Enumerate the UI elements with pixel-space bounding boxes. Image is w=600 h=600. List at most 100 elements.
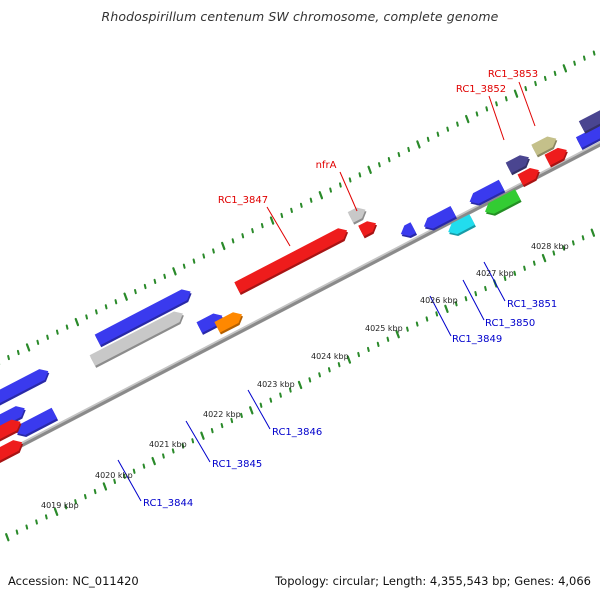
upper-tick [485, 106, 489, 112]
callout-leader-line [185, 420, 211, 463]
gene-right-purple[interactable] [578, 110, 600, 134]
gene-left-red-lower[interactable] [0, 440, 24, 471]
gene-rc1-3849-body [400, 222, 416, 237]
lower-tick [181, 443, 185, 449]
gene-left-red-upper-body [0, 419, 21, 440]
gene-rc1-3852-body [505, 155, 529, 174]
lower-tick [279, 392, 282, 398]
gene-right-blue[interactable] [575, 121, 600, 150]
gene-right-purple-body [578, 110, 600, 132]
gene-nfra-red-body [358, 221, 376, 237]
upper-tick [74, 317, 80, 327]
lower-tick [435, 311, 439, 317]
callout[interactable]: RC1_3849 [429, 295, 502, 345]
lower-tick [171, 448, 175, 454]
gene-rc1-3850-body [448, 214, 475, 235]
upper-tick [25, 343, 31, 352]
upper-tick [378, 162, 381, 168]
lower-tick [259, 402, 263, 408]
lower-tick [132, 468, 136, 474]
upper-tick [221, 241, 226, 251]
callout[interactable]: RC1_3846 [247, 389, 322, 438]
upper-tick [280, 212, 284, 219]
upper-tick [16, 349, 20, 356]
gene-rc1-3849-b[interactable] [423, 206, 458, 231]
callout[interactable]: RC1_3844 [117, 459, 193, 509]
gene-left-blue-lower[interactable] [0, 369, 50, 425]
upper-tick [104, 304, 108, 310]
callout-label: RC1_3850 [485, 318, 535, 329]
callout[interactable]: RC1_3852 [456, 84, 506, 141]
gene-nfra-grey[interactable] [347, 207, 367, 225]
gene-rc1-3846-blue[interactable] [196, 313, 224, 335]
upper-tick [85, 314, 89, 320]
gene-nfra-red[interactable] [358, 221, 378, 239]
gene-left-blue-lower-body [0, 369, 49, 404]
upper-tick [318, 191, 324, 200]
upper-tick [163, 273, 167, 279]
gene-rc1-3846-orange[interactable] [214, 312, 244, 335]
lower-tick [210, 428, 214, 434]
callout-label: RC1_3853 [488, 69, 538, 80]
gene-left-red-upper[interactable] [0, 419, 22, 454]
callout[interactable]: RC1_3847 [218, 195, 291, 247]
gene-right-blue-body [575, 124, 600, 148]
kbp-tick-label: 4028 kbp [531, 242, 569, 251]
callout[interactable]: RC1_3850 [462, 279, 535, 329]
lower-tick [308, 377, 312, 383]
kbp-tick-label: 4023 kbp [257, 380, 295, 389]
lower-tick [337, 362, 341, 368]
lower-tick [15, 529, 19, 535]
upper-tick [573, 60, 576, 66]
lower-tick [142, 463, 146, 469]
callout[interactable]: RC1_3853 [488, 69, 538, 127]
callout-label: RC1_3845 [212, 459, 262, 470]
gene-layer [0, 110, 600, 471]
gene-rc1-3847-body [234, 228, 348, 293]
lower-tick [53, 507, 59, 516]
callout-leader-line [247, 389, 271, 430]
upper-tick [475, 111, 479, 117]
gene-rc1-3847[interactable] [234, 228, 349, 295]
upper-tick [182, 263, 186, 269]
lower-tick [581, 235, 585, 241]
lower-tick [269, 397, 273, 403]
gene-rc1-3846-orange-body [214, 312, 242, 333]
upper-tick [504, 96, 508, 102]
gene-rc1-3852[interactable] [505, 155, 530, 176]
lower-tick [318, 372, 321, 378]
lower-tick [123, 473, 126, 479]
lower-tick [151, 456, 156, 466]
lower-tick [288, 387, 292, 393]
lower-tick [357, 351, 361, 358]
kbp-tick-label: 4019 kbp [41, 501, 79, 510]
gene-rc1-3851-green[interactable] [485, 189, 522, 216]
callout[interactable]: RC1_3845 [185, 420, 262, 470]
callout-leader-line [339, 171, 358, 212]
lower-tick [376, 341, 380, 347]
gene-rc1-3853-red[interactable] [544, 147, 568, 168]
lower-tick [386, 336, 390, 342]
upper-tick [456, 121, 459, 127]
lower-tick [102, 482, 108, 491]
callout[interactable]: RC1_3851 [483, 261, 557, 310]
gene-rc1-3845-grey[interactable] [89, 311, 184, 368]
upper-tick [114, 299, 118, 305]
gene-rc1-3845[interactable] [94, 289, 192, 348]
lower-tick [44, 514, 48, 520]
gene-rc1-3849[interactable] [400, 222, 418, 239]
gene-rc1-3844[interactable] [16, 407, 59, 437]
lower-tick [93, 488, 97, 495]
callout-label: RC1_3849 [452, 334, 502, 345]
gene-rc1-3853[interactable] [531, 136, 558, 158]
callout[interactable]: nfrA [316, 160, 358, 212]
lower-tick [113, 478, 117, 484]
upper-tick [329, 187, 332, 193]
lower-tick [367, 346, 370, 353]
gene-rc1-3850[interactable] [448, 214, 476, 237]
gene-rc1-3852-red[interactable] [517, 168, 540, 188]
kbp-tick-label: 4024 kbp [311, 352, 349, 361]
lower-tick [532, 260, 536, 266]
gene-rc1-3851-blue[interactable] [469, 179, 506, 206]
